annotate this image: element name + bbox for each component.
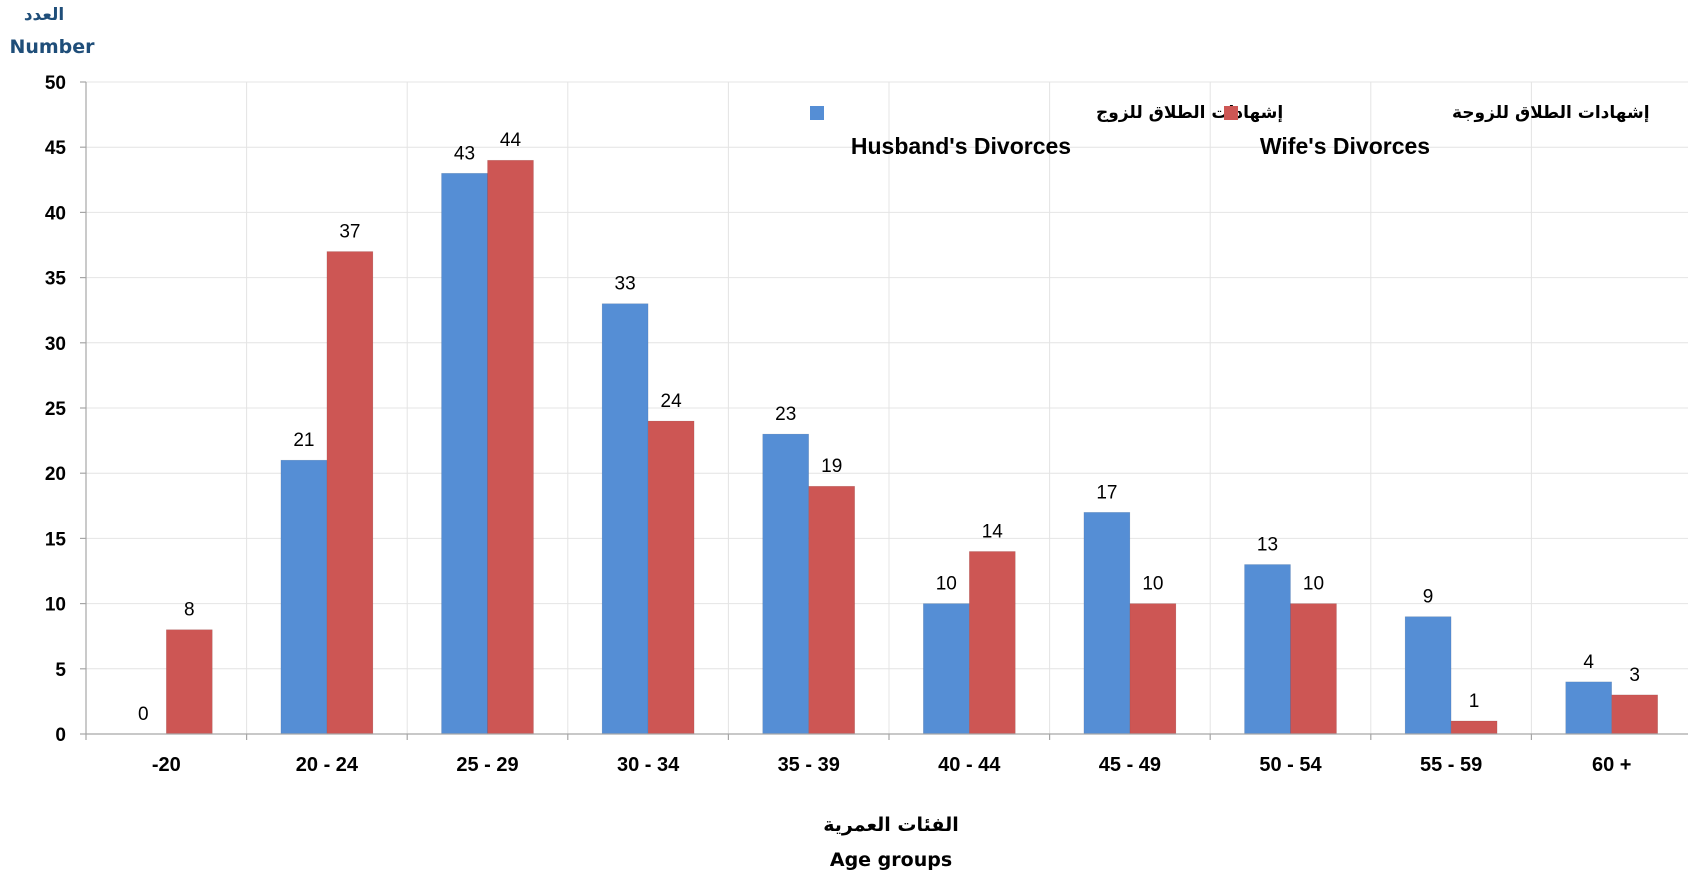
x-tick-label: 50 - 54 <box>1259 754 1322 776</box>
x-tick-label: 45 - 49 <box>1099 754 1161 776</box>
y-tick-label: 35 <box>45 269 67 290</box>
x-tick-label: 35 - 39 <box>778 754 840 776</box>
x-tick-label: 25 - 29 <box>456 754 518 776</box>
legend-swatch-husband <box>810 106 824 120</box>
data-label-wife: 1 <box>1469 691 1480 712</box>
legend-label-husband: Husband's Divorces <box>851 133 1071 159</box>
bar-wife <box>166 629 213 735</box>
y-tick-label: 5 <box>55 660 66 681</box>
y-axis-title-arabic: العدد <box>24 5 64 25</box>
bar-husband <box>922 603 970 735</box>
y-tick-label: 0 <box>55 725 66 746</box>
data-label-wife: 44 <box>500 130 522 151</box>
data-label-husband: 33 <box>615 274 636 295</box>
y-tick-label: 10 <box>45 595 66 616</box>
bar-husband <box>1244 564 1291 735</box>
x-tick-label: 60 + <box>1592 754 1631 776</box>
data-label-husband: 10 <box>936 574 957 595</box>
data-label-wife: 14 <box>982 521 1004 542</box>
data-label-wife: 10 <box>1303 574 1324 595</box>
data-label-husband: 13 <box>1257 534 1278 555</box>
x-axis-title-english: Age groups <box>830 849 952 871</box>
bar-wife <box>808 485 856 735</box>
bar-husband <box>762 433 810 735</box>
data-label-wife: 37 <box>339 222 360 243</box>
bar-husband <box>441 172 488 735</box>
bar-husband <box>1083 512 1131 735</box>
data-label-wife: 10 <box>1142 574 1163 595</box>
data-label-husband: 43 <box>454 143 475 164</box>
bars <box>166 159 1658 735</box>
data-label-wife: 24 <box>661 391 683 412</box>
y-tick-label: 25 <box>45 399 67 420</box>
x-tick-label: 40 - 44 <box>938 754 1001 776</box>
y-tick-labels: 0 5 10 15 20 25 30 35 40 45 50 <box>45 73 67 746</box>
legend-item-wife: إشهادات الطلاق للزوجة Wife's Divorces <box>1224 103 1650 159</box>
x-tick-label: 30 - 34 <box>617 754 680 776</box>
y-tick-label: 15 <box>45 529 67 550</box>
legend: إشهادات الطلاق للزوج Husband's Divorces … <box>810 103 1650 159</box>
bar-wife <box>1450 720 1498 735</box>
bar-husband <box>601 303 649 735</box>
legend-swatch-wife <box>1224 106 1238 120</box>
bar-wife <box>1129 603 1177 735</box>
bar-husband <box>1565 681 1612 735</box>
bar-wife <box>326 251 374 735</box>
bar-husband <box>1404 616 1452 735</box>
data-label-husband: 4 <box>1583 652 1594 673</box>
bar-husband <box>280 459 328 735</box>
x-tick-label: -20 <box>152 754 181 776</box>
x-tick-label: 55 - 59 <box>1420 754 1482 776</box>
y-tick-label: 45 <box>45 138 67 159</box>
data-label-husband: 17 <box>1096 482 1117 503</box>
data-label-husband: 23 <box>775 404 796 425</box>
x-tick-label: 20 - 24 <box>296 754 359 776</box>
bar-wife <box>1290 603 1337 735</box>
bar-wife <box>487 159 534 735</box>
x-tick-labels: -20 20 - 24 25 - 29 30 - 34 35 - 39 40 - 44 45… <box>152 754 1632 776</box>
legend-item-husband: إشهادات الطلاق للزوج Husband's Divorces <box>810 103 1283 159</box>
data-label-husband: 21 <box>293 430 314 451</box>
data-label-wife: 8 <box>184 600 195 621</box>
data-label-husband: 9 <box>1423 587 1434 608</box>
y-tick-label: 30 <box>45 334 66 355</box>
data-label-husband: 0 <box>138 704 149 725</box>
y-tick-label: 20 <box>45 464 66 485</box>
bar-wife <box>647 420 695 735</box>
legend-label-wife-arabic: إشهادات الطلاق للزوجة <box>1452 103 1650 123</box>
legend-label-wife: Wife's Divorces <box>1260 133 1430 159</box>
legend-label-husband-arabic: إشهادات الطلاق للزوج <box>1096 103 1283 123</box>
axes <box>80 81 1688 740</box>
y-tick-label: 40 <box>45 203 66 224</box>
x-axis-title-arabic: الفئات العمرية <box>823 814 959 836</box>
data-label-wife: 3 <box>1629 665 1640 686</box>
data-label-wife: 19 <box>821 456 842 477</box>
bar-wife <box>968 551 1016 735</box>
bar-wife <box>1611 694 1658 735</box>
y-tick-label: 50 <box>45 73 66 94</box>
y-axis-title-english: Number <box>9 36 95 58</box>
